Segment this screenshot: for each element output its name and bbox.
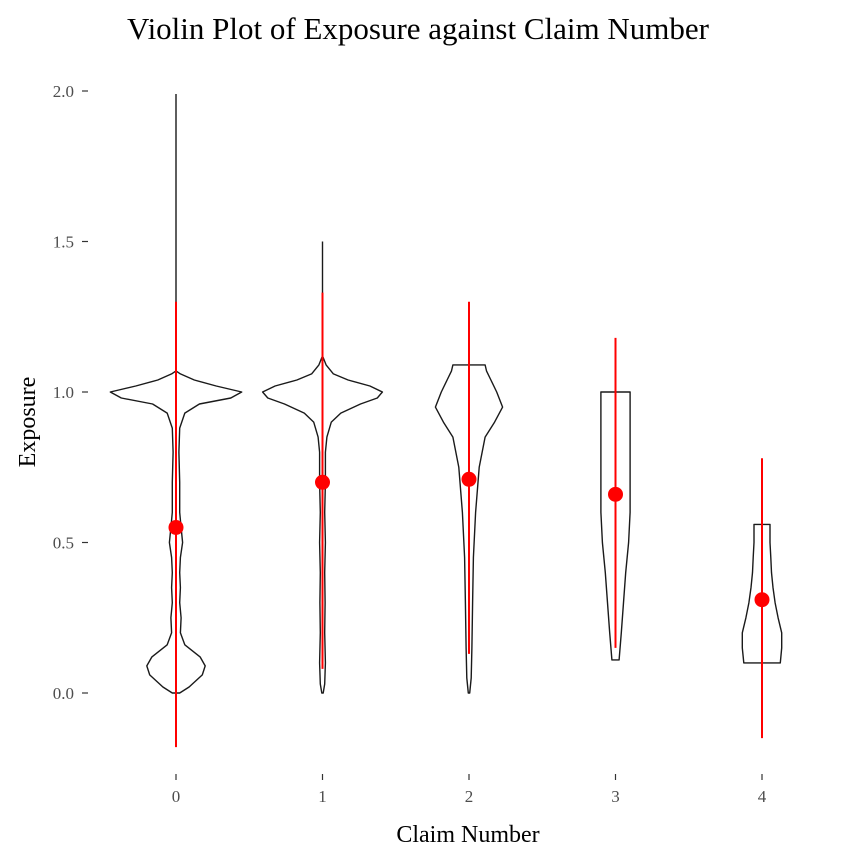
mean-summary-layer — [168, 292, 770, 748]
violin-3 — [600, 391, 631, 661]
y-tick-label: 1.0 — [53, 383, 74, 402]
mean-point-2 — [461, 471, 477, 487]
x-tick-label: 4 — [758, 787, 767, 806]
x-tick-label: 3 — [611, 787, 620, 806]
violin-4 — [741, 523, 783, 664]
y-axis-label: Exposure — [15, 377, 41, 468]
y-tick-label: 1.5 — [53, 233, 74, 252]
x-tick-label: 1 — [318, 787, 327, 806]
x-axis: 0 1 2 3 4 — [172, 774, 767, 806]
chart-title: Violin Plot of Exposure against Claim Nu… — [127, 11, 710, 46]
y-tick-label: 0.5 — [53, 534, 74, 553]
x-tick-label: 0 — [172, 787, 181, 806]
mean-point-4 — [754, 592, 770, 608]
mean-point-0 — [168, 519, 184, 535]
violins-layer — [109, 94, 783, 694]
violin-1 — [261, 355, 384, 694]
y-tick-label: 0.0 — [53, 684, 74, 703]
x-tick-label: 2 — [465, 787, 474, 806]
mean-point-1 — [315, 474, 330, 490]
mean-point-3 — [608, 486, 623, 502]
x-axis-label: Claim Number — [396, 822, 539, 848]
y-tick-label: 2.0 — [53, 82, 74, 101]
violin-0 — [109, 370, 243, 694]
y-axis: 0.0 0.5 1.0 1.5 2.0 — [53, 82, 88, 703]
violin-2 — [434, 364, 504, 694]
